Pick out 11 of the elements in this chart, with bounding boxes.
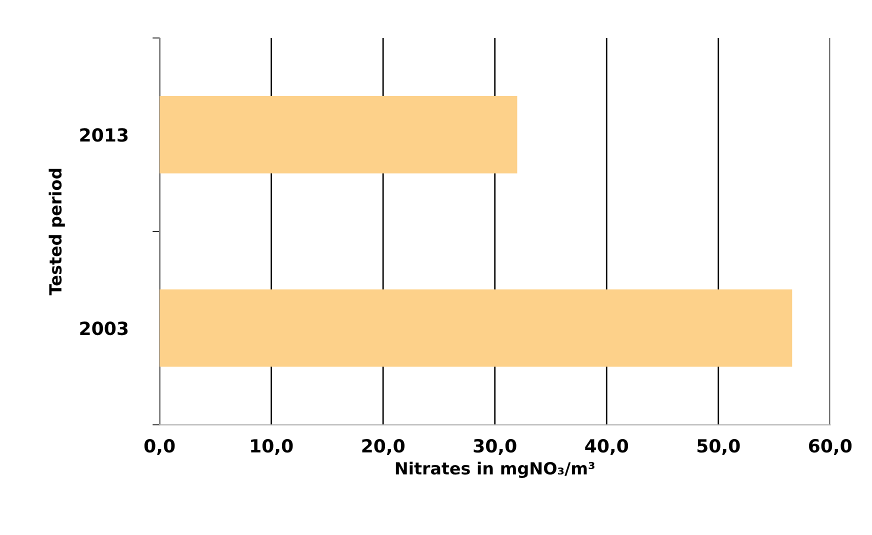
x-tick-label: 0,0 — [144, 439, 175, 455]
x-tick-label: 30,0 — [474, 439, 516, 455]
x-axis-title: Nitrates in mgNO₃/m³ — [396, 462, 594, 478]
x-tick-label: 40,0 — [585, 439, 628, 455]
y-tick-label: 2003 — [80, 322, 128, 336]
x-tick-label: 60,0 — [808, 439, 852, 455]
y-axis-title: Tested period — [48, 168, 65, 296]
x-tick-label: 20,0 — [362, 439, 405, 455]
x-tick-label: 50,0 — [698, 439, 740, 455]
y-tick-label: 2013 — [80, 128, 128, 142]
x-tick-label: 10,0 — [251, 439, 293, 455]
